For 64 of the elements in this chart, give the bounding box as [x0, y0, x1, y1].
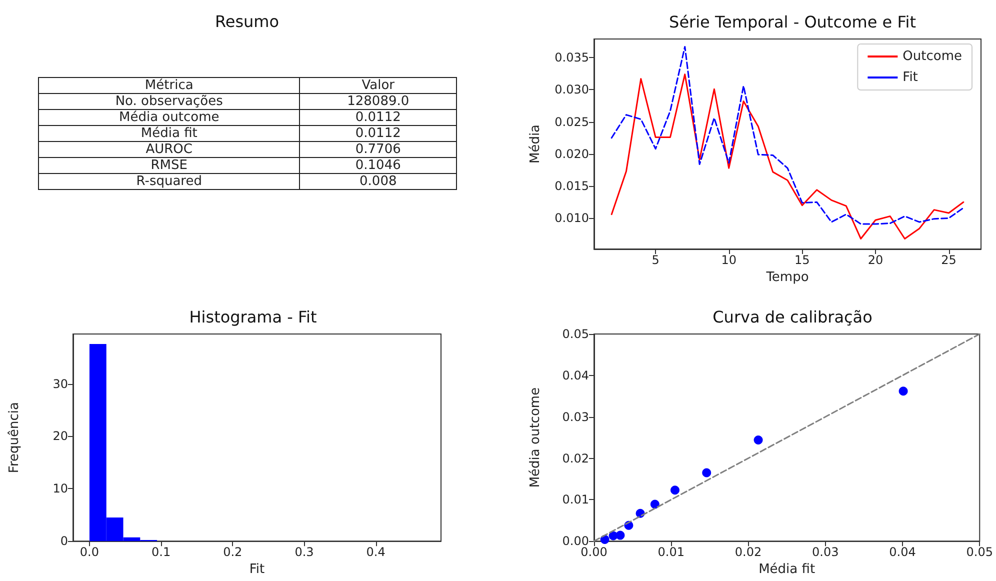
y-tick-label: 0.03: [562, 410, 589, 424]
y-tick-label: 20: [52, 429, 68, 444]
y-tick-label: 0.02: [562, 451, 589, 466]
text: 0.008: [300, 174, 456, 190]
point: [600, 534, 610, 544]
text: 0.7706: [300, 142, 456, 158]
x-axis-title: Tempo: [765, 270, 809, 285]
text: No. observações: [38, 94, 300, 110]
text: R-squared: [38, 174, 300, 190]
y-tick-label: 0: [60, 534, 68, 548]
legend-label: Fit: [902, 70, 918, 85]
text: 0.0112: [300, 126, 456, 142]
point: [650, 500, 660, 509]
text: Média fit: [38, 126, 300, 142]
text: 0.1046: [300, 158, 456, 174]
chart-title: Curva de calibração: [712, 308, 872, 326]
text: 0.0112: [300, 110, 456, 126]
text: AUROC: [38, 142, 300, 158]
y-tick-label: 30: [52, 376, 68, 391]
y-tick-label: 0.035: [554, 50, 589, 65]
x-tick-label: 0.1: [152, 545, 171, 560]
x-tick-label: 15: [794, 253, 810, 267]
y-tick-label: 0.05: [562, 327, 589, 341]
text: 128089.0: [300, 94, 456, 110]
y-tick-label: 0.025: [554, 114, 589, 129]
x-tick-label: 10: [721, 253, 737, 267]
x-axis-title: Fit: [249, 562, 265, 577]
x-tick-label: 0.01: [658, 545, 684, 560]
point: [616, 530, 625, 540]
line-series: [610, 46, 964, 225]
text: Valor: [300, 78, 456, 94]
x-tick-label: 0.04: [889, 545, 916, 560]
text: Resumo: [214, 12, 280, 31]
point: [670, 486, 680, 495]
x-axis-title: Média fit: [758, 562, 816, 577]
y-axis-title: Média: [528, 124, 543, 164]
x-tick-label: 0.03: [812, 545, 839, 560]
x-tick-label: 0.05: [966, 545, 993, 560]
y-tick-label: 0.04: [562, 368, 589, 382]
y-tick-label: 0.020: [554, 146, 589, 161]
x-tick-label: 5: [652, 253, 660, 267]
y-tick-label: 0.01: [562, 492, 589, 507]
point: [702, 468, 712, 478]
x-tick-label: 0.0: [80, 545, 100, 560]
x-tick-label: 20: [868, 253, 884, 267]
x-tick-label: 0.3: [294, 545, 314, 560]
x-tick-label: 0.2: [223, 545, 242, 560]
text: Métrica: [38, 78, 300, 94]
x-tick-label: 0.02: [734, 545, 762, 560]
point: [898, 386, 908, 396]
y-axis-title: Média outcome: [528, 387, 543, 488]
chart-title: Série Temporal - Outcome e Fit: [669, 12, 916, 32]
text: Média outcome: [38, 110, 300, 126]
y-tick-label: 10: [52, 482, 68, 496]
y-axis-title: Frequência: [7, 402, 22, 474]
text: RMSE: [38, 158, 300, 174]
x-tick-label: 0.4: [366, 545, 386, 560]
y-tick-label: 0.010: [554, 211, 589, 226]
chart-title: Histograma - Fit: [189, 308, 317, 326]
point: [754, 436, 763, 445]
y-tick-label: 0.030: [554, 82, 589, 97]
legend-label: Outcome: [902, 49, 962, 64]
x-tick-label: 25: [941, 253, 956, 267]
y-tick-label: 0.015: [554, 179, 589, 194]
